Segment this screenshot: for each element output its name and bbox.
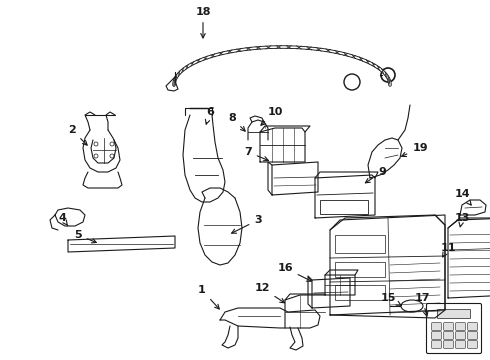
FancyBboxPatch shape	[432, 341, 441, 348]
FancyBboxPatch shape	[426, 303, 482, 354]
FancyBboxPatch shape	[467, 332, 477, 339]
FancyBboxPatch shape	[467, 341, 477, 348]
FancyBboxPatch shape	[438, 310, 470, 319]
Text: 19: 19	[402, 143, 428, 157]
FancyBboxPatch shape	[456, 332, 466, 339]
FancyBboxPatch shape	[456, 323, 466, 330]
Text: 17: 17	[414, 293, 430, 316]
FancyBboxPatch shape	[444, 323, 453, 330]
Text: 14: 14	[454, 189, 471, 205]
Text: 5: 5	[74, 230, 96, 243]
Text: 13: 13	[454, 213, 470, 227]
Text: 4: 4	[58, 213, 68, 226]
Text: 18: 18	[195, 7, 211, 38]
Text: 6: 6	[205, 107, 214, 124]
Text: 15: 15	[380, 293, 401, 306]
Text: 11: 11	[440, 243, 456, 257]
FancyBboxPatch shape	[335, 235, 385, 253]
FancyBboxPatch shape	[432, 323, 441, 330]
Text: 8: 8	[228, 113, 245, 131]
Text: 1: 1	[198, 285, 220, 309]
FancyBboxPatch shape	[320, 200, 368, 214]
FancyBboxPatch shape	[444, 341, 453, 348]
Text: 16: 16	[277, 263, 312, 281]
FancyBboxPatch shape	[456, 341, 466, 348]
FancyBboxPatch shape	[467, 323, 477, 330]
Text: 2: 2	[68, 125, 87, 145]
Text: 12: 12	[254, 283, 285, 303]
Text: 10: 10	[261, 107, 283, 125]
FancyBboxPatch shape	[335, 285, 385, 300]
Text: 3: 3	[232, 215, 262, 233]
Text: 7: 7	[244, 147, 269, 161]
FancyBboxPatch shape	[432, 332, 441, 339]
Text: 9: 9	[366, 167, 386, 183]
FancyBboxPatch shape	[444, 332, 453, 339]
FancyBboxPatch shape	[335, 262, 385, 277]
